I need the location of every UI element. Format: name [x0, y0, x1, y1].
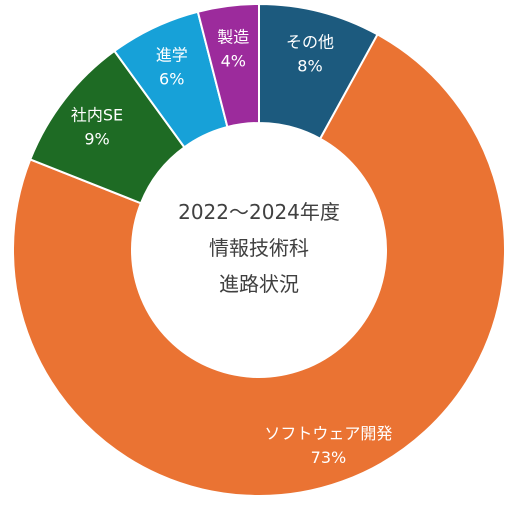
slice-4 [196, 2, 260, 129]
center-title: 2022～2024年度 情報技術科 進路状況 [178, 200, 340, 296]
slice-label-4: 製造 [217, 28, 249, 47]
slice-label-2: 社内SE [71, 105, 123, 124]
slice-label-0: その他 [286, 32, 334, 51]
labels-group: その他 8% ソフトウェア開発 73% 社内SE 9% 進学 6% 製造 4% [71, 28, 393, 467]
center-title-line-1: 2022～2024年度 [178, 200, 340, 224]
slice-percent-1: 73% [311, 448, 347, 467]
slices-group [12, 2, 506, 497]
slice-percent-3: 6% [159, 70, 184, 89]
slice-percent-4: 4% [221, 52, 246, 71]
slice-percent-2: 9% [84, 129, 109, 148]
slice-1 [12, 33, 506, 497]
center-title-line-3: 進路状況 [219, 272, 299, 296]
slice-label-1: ソフトウェア開発 [264, 424, 392, 443]
slice-percent-0: 8% [297, 56, 322, 75]
center-title-line-2: 情報技術科 [209, 236, 309, 260]
slice-label-3: 進学 [156, 46, 188, 65]
